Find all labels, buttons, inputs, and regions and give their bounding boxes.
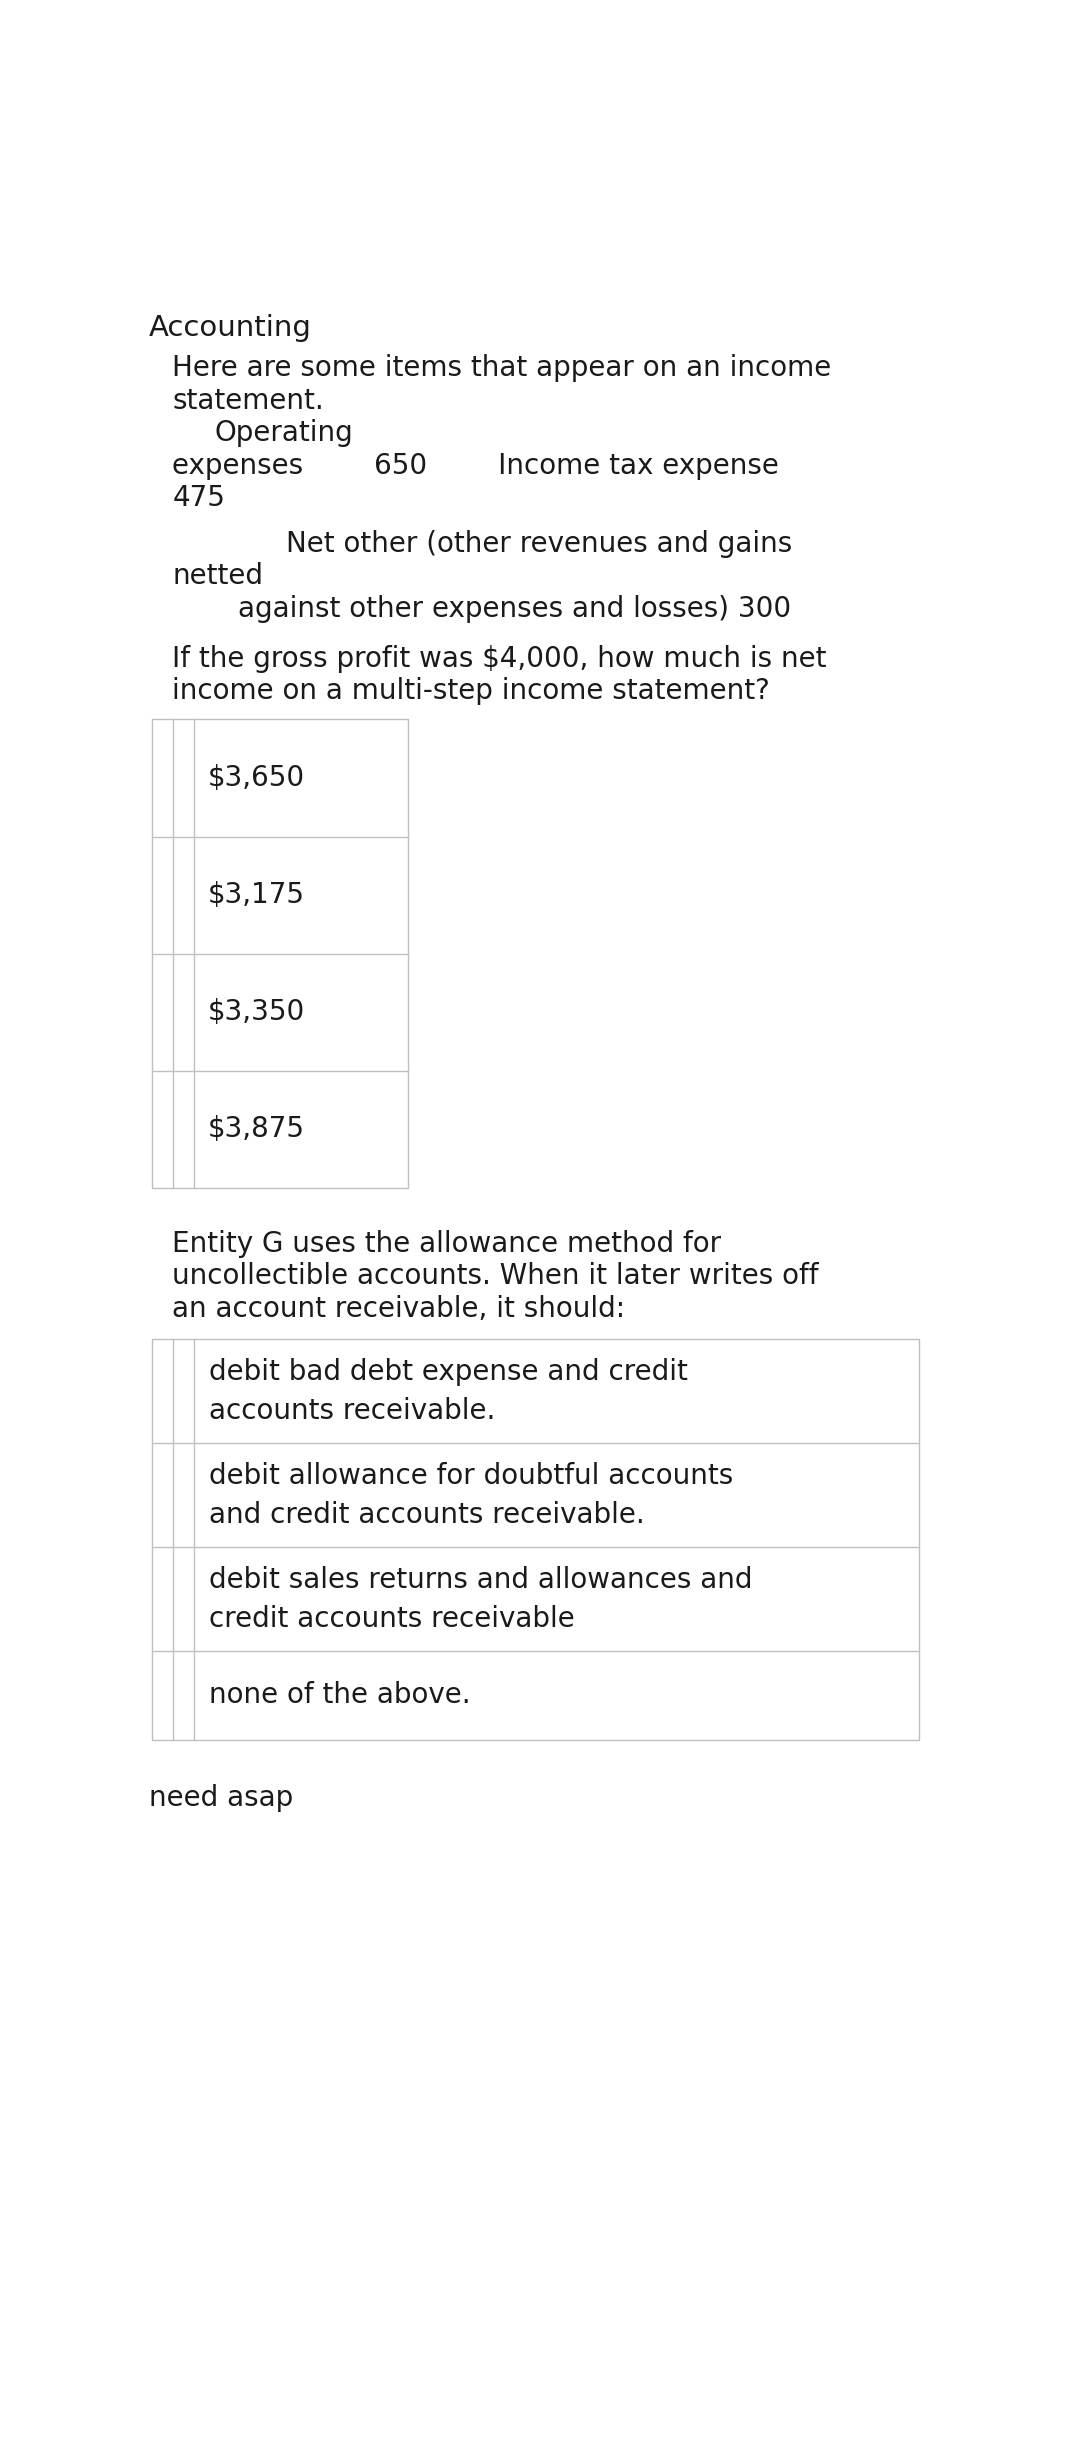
Text: income on a multi-step income statement?: income on a multi-step income statement? <box>172 676 770 706</box>
Text: Entity G uses the allowance method for: Entity G uses the allowance method for <box>172 1230 721 1257</box>
Text: $3,650: $3,650 <box>207 765 305 792</box>
Bar <box>152 1338 919 1739</box>
Text: $3,175: $3,175 <box>207 881 305 910</box>
Bar <box>152 718 408 1188</box>
Text: an account receivable, it should:: an account receivable, it should: <box>172 1294 625 1323</box>
Text: debit allowance for doubtful accounts
and credit accounts receivable.: debit allowance for doubtful accounts an… <box>210 1461 733 1528</box>
Text: 475: 475 <box>172 485 225 512</box>
Text: none of the above.: none of the above. <box>210 1683 471 1710</box>
Text: debit sales returns and allowances and
credit accounts receivable: debit sales returns and allowances and c… <box>210 1565 753 1633</box>
Text: expenses        650        Income tax expense: expenses 650 Income tax expense <box>172 453 779 480</box>
Text: statement.: statement. <box>172 386 324 416</box>
Text: debit bad debt expense and credit
accounts receivable.: debit bad debt expense and credit accoun… <box>210 1358 688 1424</box>
Text: $3,350: $3,350 <box>207 999 306 1026</box>
Text: Accounting: Accounting <box>149 315 312 342</box>
Text: uncollectible accounts. When it later writes off: uncollectible accounts. When it later wr… <box>172 1262 819 1292</box>
Text: against other expenses and losses) 300: against other expenses and losses) 300 <box>238 595 792 622</box>
Text: need asap: need asap <box>149 1784 293 1813</box>
Text: Operating: Operating <box>215 418 353 448</box>
Text: Here are some items that appear on an income: Here are some items that appear on an in… <box>172 354 832 381</box>
Text: If the gross profit was $4,000, how much is net: If the gross profit was $4,000, how much… <box>172 645 826 672</box>
Text: $3,875: $3,875 <box>207 1114 305 1144</box>
Text: netted: netted <box>172 563 264 590</box>
Text: Net other (other revenues and gains: Net other (other revenues and gains <box>215 529 792 558</box>
